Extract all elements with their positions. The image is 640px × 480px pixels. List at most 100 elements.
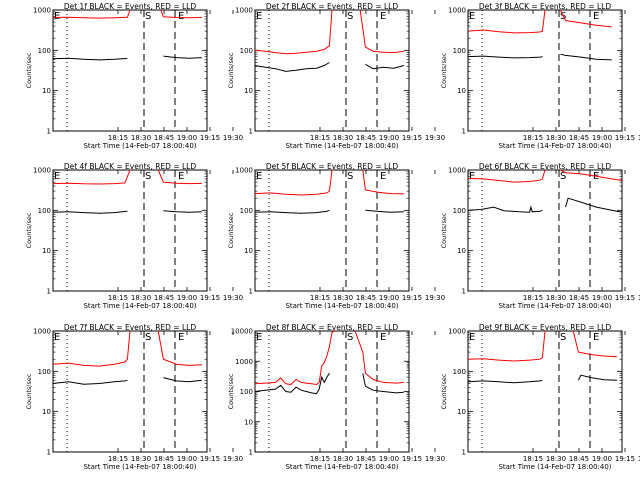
plot-frame [254, 169, 410, 292]
chart-panel-8: Det 8f BLACK = Events, RED = LLD 1 10 100 10… [227, 323, 445, 471]
x-tick-label: 18:30 [131, 294, 151, 302]
plot-frame [467, 330, 623, 453]
plot-frame [52, 9, 208, 132]
series-line-events [254, 209, 330, 214]
chart-title: Det 3f BLACK = Events, RED = LLD [479, 2, 612, 11]
series-events [467, 374, 617, 384]
series-line-events [565, 197, 623, 213]
y-tick-label: 1 [47, 288, 51, 296]
x-tick-label: 19:00 [379, 294, 399, 302]
y-tick-label: 100 [38, 47, 51, 55]
series-events [52, 55, 202, 61]
x-tick-label: 19:15 [615, 134, 635, 142]
y-tick-label: 1000 [235, 358, 253, 366]
x-tick-label: 19:30 [638, 294, 640, 302]
x-axis-label: Start Time (14-Feb-07 18:00:40) [83, 302, 196, 310]
y-tick-label: 100 [453, 47, 466, 55]
series-line-events [52, 210, 128, 214]
chart-title: Det 2f BLACK = Events, RED = LLD [266, 2, 399, 11]
marker-label-e1: E [256, 332, 262, 343]
series-line-lld [362, 169, 404, 195]
series-line-lld [254, 9, 333, 55]
y-tick-label: 1 [462, 128, 466, 136]
chart-title: Det 4f BLACK = Events, RED = LLD [64, 162, 197, 171]
x-tick-label: 18:45 [154, 134, 174, 142]
series-lld [52, 330, 202, 367]
series-lld [52, 9, 202, 19]
chart-panel-1: Det 1f BLACK = Events, RED = LLD 1 10 100 10… [25, 2, 243, 150]
marker-label-e1: E [54, 11, 60, 22]
series-line-events [163, 377, 202, 383]
x-tick-label: 18:30 [546, 455, 566, 463]
chart-panel-9: Det 9f BLACK = Events, RED = LLD 1 10 100 10… [440, 323, 640, 471]
series-line-events [163, 210, 202, 213]
x-tick-label: 19:15 [200, 455, 220, 463]
series-line-events [52, 57, 128, 61]
series-line-lld [354, 330, 404, 384]
y-tick-label: 1 [462, 449, 466, 457]
x-tick-label: 19:30 [223, 294, 243, 302]
y-tick-label: 100 [38, 207, 51, 215]
series-line-events [467, 205, 543, 213]
plot-frame [467, 9, 623, 132]
x-axis-label: Start Time (14-Feb-07 18:00:40) [498, 142, 611, 150]
x-tick-label: 18:30 [333, 134, 353, 142]
marker-label-e2: E [380, 332, 386, 343]
x-tick-label: 18:30 [546, 134, 566, 142]
x-tick-label: 18:45 [154, 455, 174, 463]
marker-label-e1: E [256, 11, 262, 22]
series-line-lld [467, 9, 546, 34]
chart-panel-7: Det 7f BLACK = Events, RED = LLD 1 10 100 10… [25, 323, 243, 471]
y-tick-label: 1 [462, 288, 466, 296]
x-tick-label: 19:00 [592, 134, 612, 142]
series-events [467, 197, 623, 213]
plot-frame [52, 169, 208, 292]
x-tick-label: 18:30 [333, 455, 353, 463]
y-tick-label: 1 [249, 128, 253, 136]
x-tick-label: 18:15 [523, 134, 543, 142]
x-tick-label: 19:15 [402, 134, 422, 142]
marker-label-s: S [145, 171, 151, 182]
chart-panel-5: Det 5f BLACK = Events, RED = LLD 1 10 100 10… [227, 162, 445, 310]
x-tick-label: 18:15 [108, 294, 128, 302]
series-events [254, 209, 404, 214]
series-events [52, 210, 202, 214]
marker-label-s: S [347, 171, 353, 182]
series-line-lld [359, 9, 404, 54]
x-tick-label: 18:15 [523, 294, 543, 302]
x-tick-label: 19:00 [177, 134, 197, 142]
chart-panel-6: Det 6f BLACK = Events, RED = LLD 1 10 100 10… [440, 162, 640, 310]
y-axis-label: Counts/sec [440, 212, 448, 248]
chart-title: Det 6f BLACK = Events, RED = LLD [479, 162, 612, 171]
series-lld [467, 9, 612, 34]
y-axis-label: Counts/sec [25, 373, 33, 409]
x-tick-label: 18:45 [356, 455, 376, 463]
x-tick-label: 19:00 [379, 455, 399, 463]
y-tick-label: 10 [457, 247, 466, 255]
series-events [467, 53, 612, 61]
x-tick-label: 19:30 [223, 455, 243, 463]
x-tick-label: 19:30 [638, 455, 640, 463]
series-line-events [365, 63, 405, 70]
x-tick-label: 18:45 [569, 294, 589, 302]
marker-label-e2: E [178, 11, 184, 22]
series-line-lld [160, 9, 202, 19]
y-tick-label: 1000 [235, 7, 253, 15]
series-lld [254, 330, 404, 386]
marker-label-e2: E [380, 171, 386, 182]
x-tick-label: 19:15 [615, 294, 635, 302]
x-tick-label: 18:30 [131, 134, 151, 142]
chart-title: Det 8f BLACK = Events, RED = LLD [266, 323, 399, 332]
x-tick-label: 18:15 [310, 455, 330, 463]
plot-frame [467, 169, 623, 292]
series-events [254, 373, 404, 395]
x-tick-label: 19:30 [425, 455, 445, 463]
x-tick-label: 19:15 [200, 294, 220, 302]
series-line-events [365, 209, 404, 213]
marker-label-s: S [560, 332, 566, 343]
series-line-lld [467, 330, 546, 362]
marker-label-e2: E [178, 332, 184, 343]
series-lld [467, 169, 623, 183]
y-tick-label: 1000 [33, 328, 51, 336]
